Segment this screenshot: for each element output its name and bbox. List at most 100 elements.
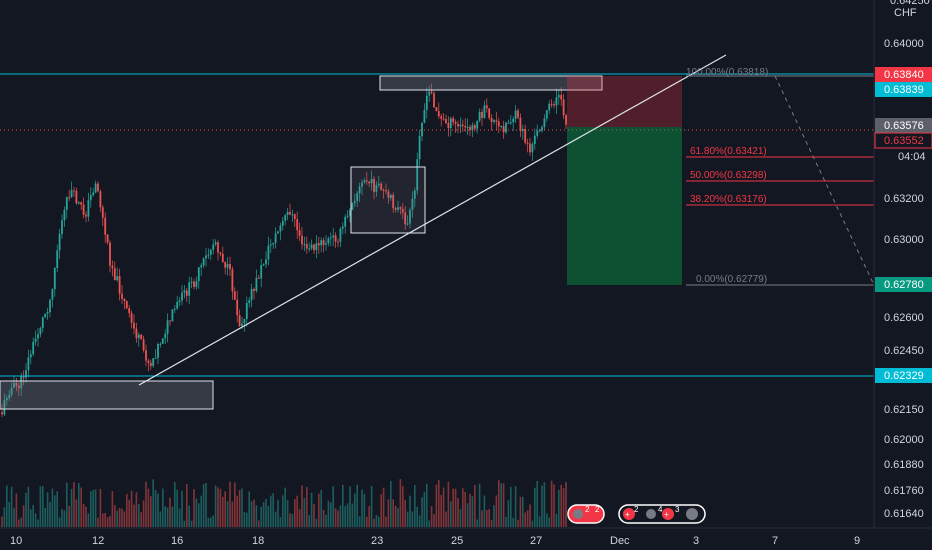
volume-bar [34, 513, 37, 527]
take-profit-zone[interactable] [567, 127, 682, 285]
candle-body [219, 252, 222, 254]
volume-bar [277, 500, 279, 527]
candle-body [243, 319, 246, 324]
candle-body [380, 183, 383, 191]
volume-bar [270, 495, 272, 527]
consolidation-box[interactable] [350, 166, 426, 234]
volume-bar [20, 517, 22, 527]
demand-zone-box[interactable] [0, 380, 214, 410]
volume-bar [296, 495, 298, 527]
volume-bar [193, 489, 195, 527]
volume-bar [142, 500, 145, 527]
volume-bar [13, 507, 15, 527]
volume-bar [471, 496, 474, 527]
candle-body [281, 220, 284, 226]
volume-bar [154, 490, 157, 527]
candle-body [118, 276, 121, 294]
candle-body [461, 124, 464, 126]
candle-body [437, 111, 440, 117]
candle-body [454, 122, 457, 124]
event-badge-group-1[interactable]: 2 2 [567, 504, 605, 524]
price-tick-label: 0.62000 [884, 434, 924, 446]
volume-bar [145, 481, 147, 527]
volume-bar [565, 481, 567, 527]
candle-body [135, 328, 138, 339]
volume-bar [128, 499, 130, 527]
volume-bar [558, 489, 560, 527]
volume-bar [442, 487, 445, 527]
candle-body [17, 385, 20, 389]
candle-body [406, 223, 409, 225]
volume-bar [25, 492, 27, 527]
volume-bar [222, 496, 224, 527]
volume-bar [286, 500, 289, 527]
volume-bar [1, 516, 3, 527]
candle-body [58, 233, 61, 251]
event-badge-group-2[interactable]: + 2 4 + 3 [618, 504, 706, 524]
time-axis[interactable]: 10 12 16 18 23 25 27 Dec 3 7 9 [10, 535, 860, 547]
candle-body [483, 105, 486, 118]
candle-body [286, 211, 289, 216]
volume-bar [361, 489, 363, 527]
volume-bar [214, 485, 217, 527]
volume-bar [61, 509, 63, 527]
candlesticks [1, 83, 567, 417]
volume-bar [380, 494, 382, 527]
stop-loss-zone[interactable] [567, 76, 682, 127]
volume-bar [15, 493, 18, 527]
volume-bar [394, 505, 397, 527]
volume-bar [87, 513, 90, 527]
volume-bar [54, 495, 56, 527]
price-tick-label: 0.61880 [884, 459, 924, 471]
price-axis[interactable]: 0.64000 0.63200 0.63000 0.62600 0.62450 0.621… [884, 38, 924, 520]
candle-body [99, 191, 102, 208]
candle-body [128, 308, 131, 314]
volume-bar [289, 513, 291, 527]
svg-text:0.63552: 0.63552 [884, 135, 924, 147]
svg-text:2: 2 [595, 505, 600, 514]
candle-body [349, 209, 351, 216]
volume-bar [90, 491, 92, 527]
candle-body [310, 244, 313, 249]
volume-bar [445, 511, 447, 527]
supply-zone-box[interactable] [379, 75, 603, 91]
candle-body [538, 130, 541, 132]
volume-bar [459, 509, 462, 527]
volume-bar [409, 495, 411, 527]
time-tick-label: 16 [171, 535, 183, 547]
candle-body [416, 159, 419, 191]
volume-bar [102, 513, 104, 527]
candle-body [209, 249, 212, 255]
volume-bar [373, 518, 375, 527]
candle-body [94, 183, 97, 193]
volume-bar [320, 489, 322, 527]
volume-bar [3, 507, 6, 527]
candle-body [27, 357, 30, 371]
candle-body [320, 240, 323, 246]
volume-bar [541, 485, 543, 527]
ascending-trendline[interactable] [138, 54, 727, 386]
volume-bar [510, 486, 512, 527]
volume-bar [157, 493, 159, 527]
volume-bar [387, 499, 390, 527]
candle-body [173, 308, 176, 310]
candle-body [490, 117, 493, 122]
volume-bar [546, 513, 548, 527]
candle-body [293, 214, 296, 220]
candle-body [80, 202, 83, 205]
time-tick-label: 9 [854, 535, 860, 547]
candle-body [531, 144, 534, 153]
time-tick-label: 18 [252, 535, 264, 547]
volume-bar [555, 513, 558, 527]
candle-body [397, 207, 399, 210]
volume-bar [310, 492, 313, 527]
countdown-tag: 04:04 [895, 149, 932, 163]
volume-bar [447, 481, 450, 527]
svg-text:+: + [664, 510, 669, 519]
candle-body [265, 259, 267, 265]
volume-bar [123, 511, 126, 527]
volume-bar [246, 512, 248, 527]
volume-bar [399, 479, 402, 527]
candle-body [363, 180, 366, 183]
